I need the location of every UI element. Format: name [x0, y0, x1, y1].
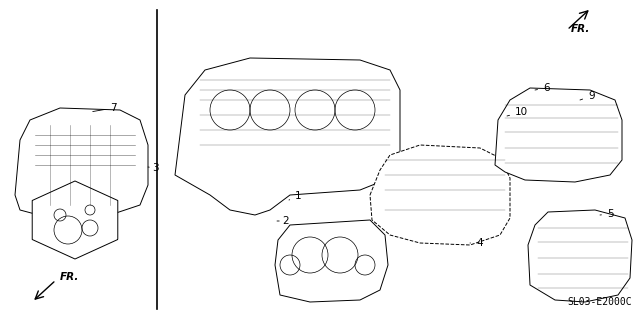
Polygon shape [32, 181, 118, 259]
Polygon shape [528, 210, 632, 302]
Text: 2: 2 [277, 216, 289, 226]
Polygon shape [495, 88, 622, 182]
Polygon shape [175, 58, 400, 215]
Text: 3: 3 [148, 163, 159, 173]
Text: 6: 6 [535, 83, 550, 93]
Polygon shape [370, 145, 510, 245]
Text: 10: 10 [507, 107, 528, 117]
Polygon shape [15, 108, 148, 218]
Text: FR.: FR. [571, 24, 590, 34]
Text: 4: 4 [470, 238, 483, 248]
Text: FR.: FR. [60, 272, 79, 282]
Text: 5: 5 [600, 209, 614, 219]
Text: 9: 9 [580, 91, 595, 101]
Text: SL03-E2000C: SL03-E2000C [568, 297, 632, 307]
Text: 7: 7 [93, 103, 116, 113]
Text: 1: 1 [289, 191, 301, 201]
Polygon shape [275, 220, 388, 302]
